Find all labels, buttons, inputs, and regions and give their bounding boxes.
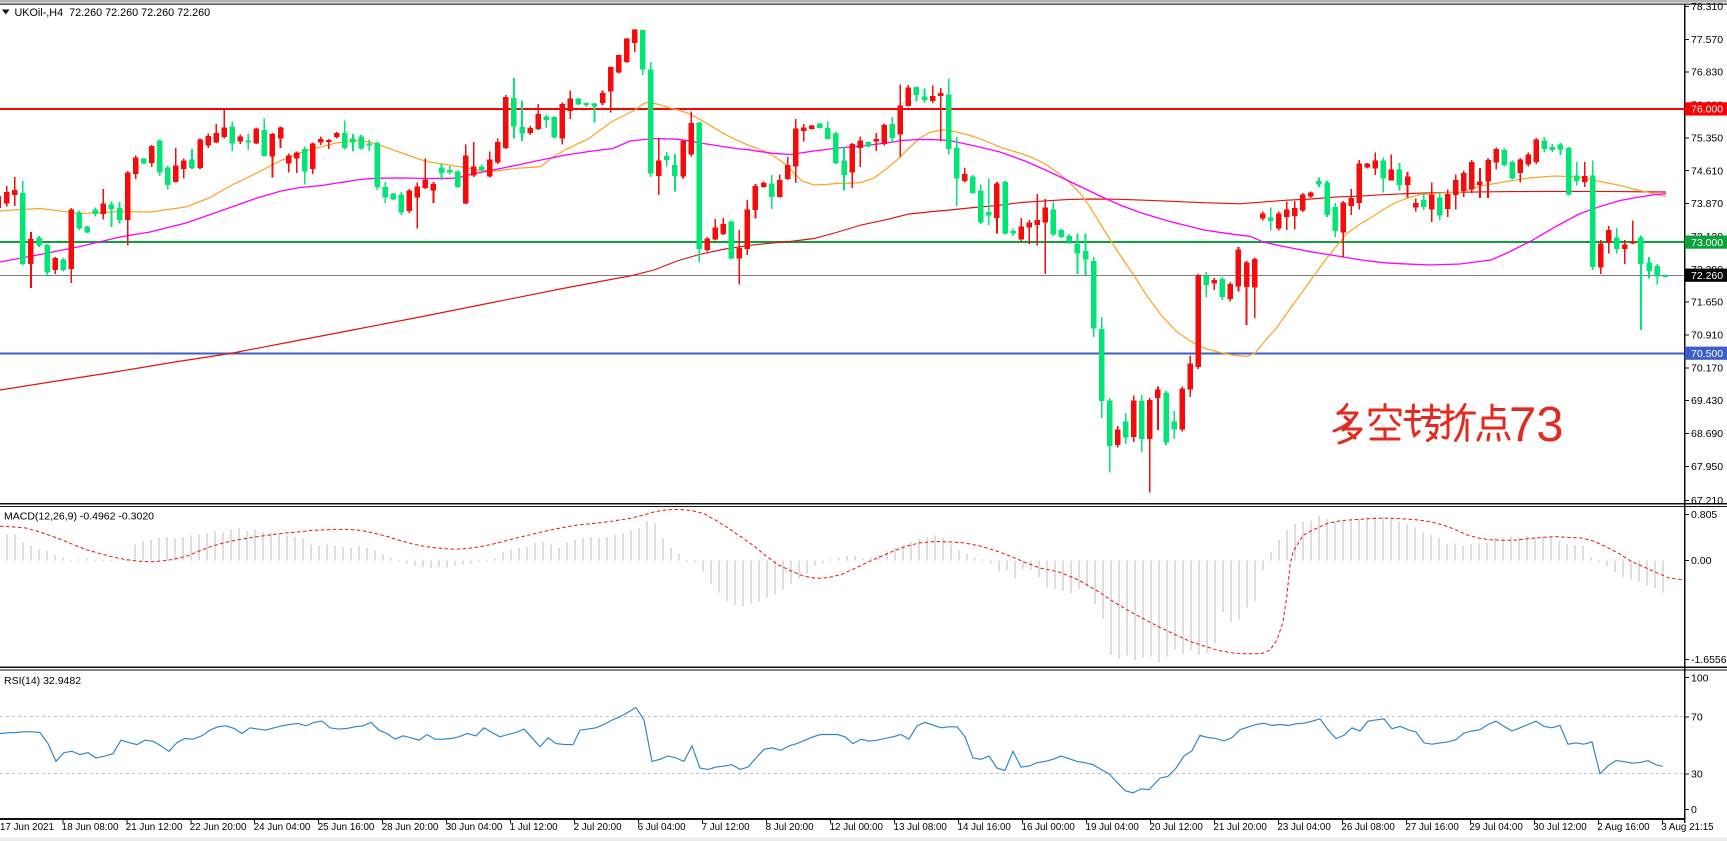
svg-text:30: 30	[1691, 768, 1703, 780]
svg-text:21 Jun 12:00: 21 Jun 12:00	[126, 822, 183, 833]
svg-text:67.210: 67.210	[1691, 495, 1723, 507]
svg-text:7 Jul 12:00: 7 Jul 12:00	[702, 822, 750, 833]
svg-text:14 Jul 16:00: 14 Jul 16:00	[958, 822, 1012, 833]
svg-text:70.170: 70.170	[1691, 362, 1723, 374]
svg-text:0.00: 0.00	[1691, 555, 1712, 567]
svg-text:27 Jul 16:00: 27 Jul 16:00	[1405, 822, 1459, 833]
svg-text:21 Jul 20:00: 21 Jul 20:00	[1213, 822, 1267, 833]
svg-text:19 Jul 04:00: 19 Jul 04:00	[1086, 822, 1140, 833]
svg-text:24 Jun 04:00: 24 Jun 04:00	[254, 822, 311, 833]
svg-text:25 Jun 16:00: 25 Jun 16:00	[318, 822, 375, 833]
svg-text:76.000: 76.000	[1691, 104, 1723, 116]
svg-text:13 Jul 08:00: 13 Jul 08:00	[894, 822, 948, 833]
svg-text:22 Jun 20:00: 22 Jun 20:00	[190, 822, 247, 833]
svg-text:RSI(14) 32.9482: RSI(14) 32.9482	[4, 675, 81, 687]
svg-text:70: 70	[1691, 712, 1703, 724]
svg-text:12 Jul 00:00: 12 Jul 00:00	[830, 822, 884, 833]
svg-text:70.500: 70.500	[1691, 348, 1723, 360]
svg-text:67.950: 67.950	[1691, 461, 1723, 473]
svg-text:26 Jul 08:00: 26 Jul 08:00	[1341, 822, 1395, 833]
svg-text:69.430: 69.430	[1691, 395, 1723, 407]
svg-text:73.000: 73.000	[1691, 237, 1723, 249]
svg-text:68.690: 68.690	[1691, 428, 1723, 440]
svg-text:3 Aug 21:15: 3 Aug 21:15	[1661, 822, 1714, 833]
svg-text:20 Jul 12:00: 20 Jul 12:00	[1150, 822, 1204, 833]
svg-text:2 Jul 20:00: 2 Jul 20:00	[574, 822, 622, 833]
svg-text:73: 73	[1509, 398, 1564, 452]
svg-text:100: 100	[1691, 672, 1709, 684]
svg-text:-1.6556: -1.6556	[1691, 654, 1727, 666]
svg-text:0.805: 0.805	[1691, 509, 1717, 521]
svg-text:74.610: 74.610	[1691, 165, 1723, 177]
svg-text:8 Jul 20:00: 8 Jul 20:00	[766, 822, 814, 833]
svg-text:1 Jul 12:00: 1 Jul 12:00	[510, 822, 558, 833]
svg-text:30 Jun 04:00: 30 Jun 04:00	[446, 822, 503, 833]
svg-text:0: 0	[1691, 804, 1697, 816]
svg-text:76.830: 76.830	[1691, 67, 1723, 79]
svg-text:MACD(12,26,9) -0.4962 -0.3020: MACD(12,26,9) -0.4962 -0.3020	[4, 511, 154, 523]
svg-text:30 Jul 12:00: 30 Jul 12:00	[1533, 822, 1587, 833]
svg-text:71.650: 71.650	[1691, 297, 1723, 309]
svg-text:72.260: 72.260	[1691, 270, 1723, 282]
svg-text:UKOil-,H4 72.260 72.260 72.26: UKOil-,H4 72.260 72.260 72.260 72.260	[15, 7, 211, 19]
svg-text:16 Jul 00:00: 16 Jul 00:00	[1022, 822, 1076, 833]
svg-text:28 Jun 20:00: 28 Jun 20:00	[382, 822, 439, 833]
svg-text:23 Jul 04:00: 23 Jul 04:00	[1277, 822, 1331, 833]
svg-text:78.310: 78.310	[1691, 1, 1723, 13]
svg-text:18 Jun 08:00: 18 Jun 08:00	[62, 822, 119, 833]
svg-text:2 Aug 16:00: 2 Aug 16:00	[1597, 822, 1650, 833]
svg-text:17 Jun 2021: 17 Jun 2021	[0, 822, 54, 833]
svg-text:70.910: 70.910	[1691, 330, 1723, 342]
svg-text:73.870: 73.870	[1691, 198, 1723, 210]
svg-text:29 Jul 04:00: 29 Jul 04:00	[1469, 822, 1523, 833]
svg-text:75.350: 75.350	[1691, 132, 1723, 144]
svg-text:6 Jul 04:00: 6 Jul 04:00	[638, 822, 686, 833]
svg-text:77.570: 77.570	[1691, 34, 1723, 46]
